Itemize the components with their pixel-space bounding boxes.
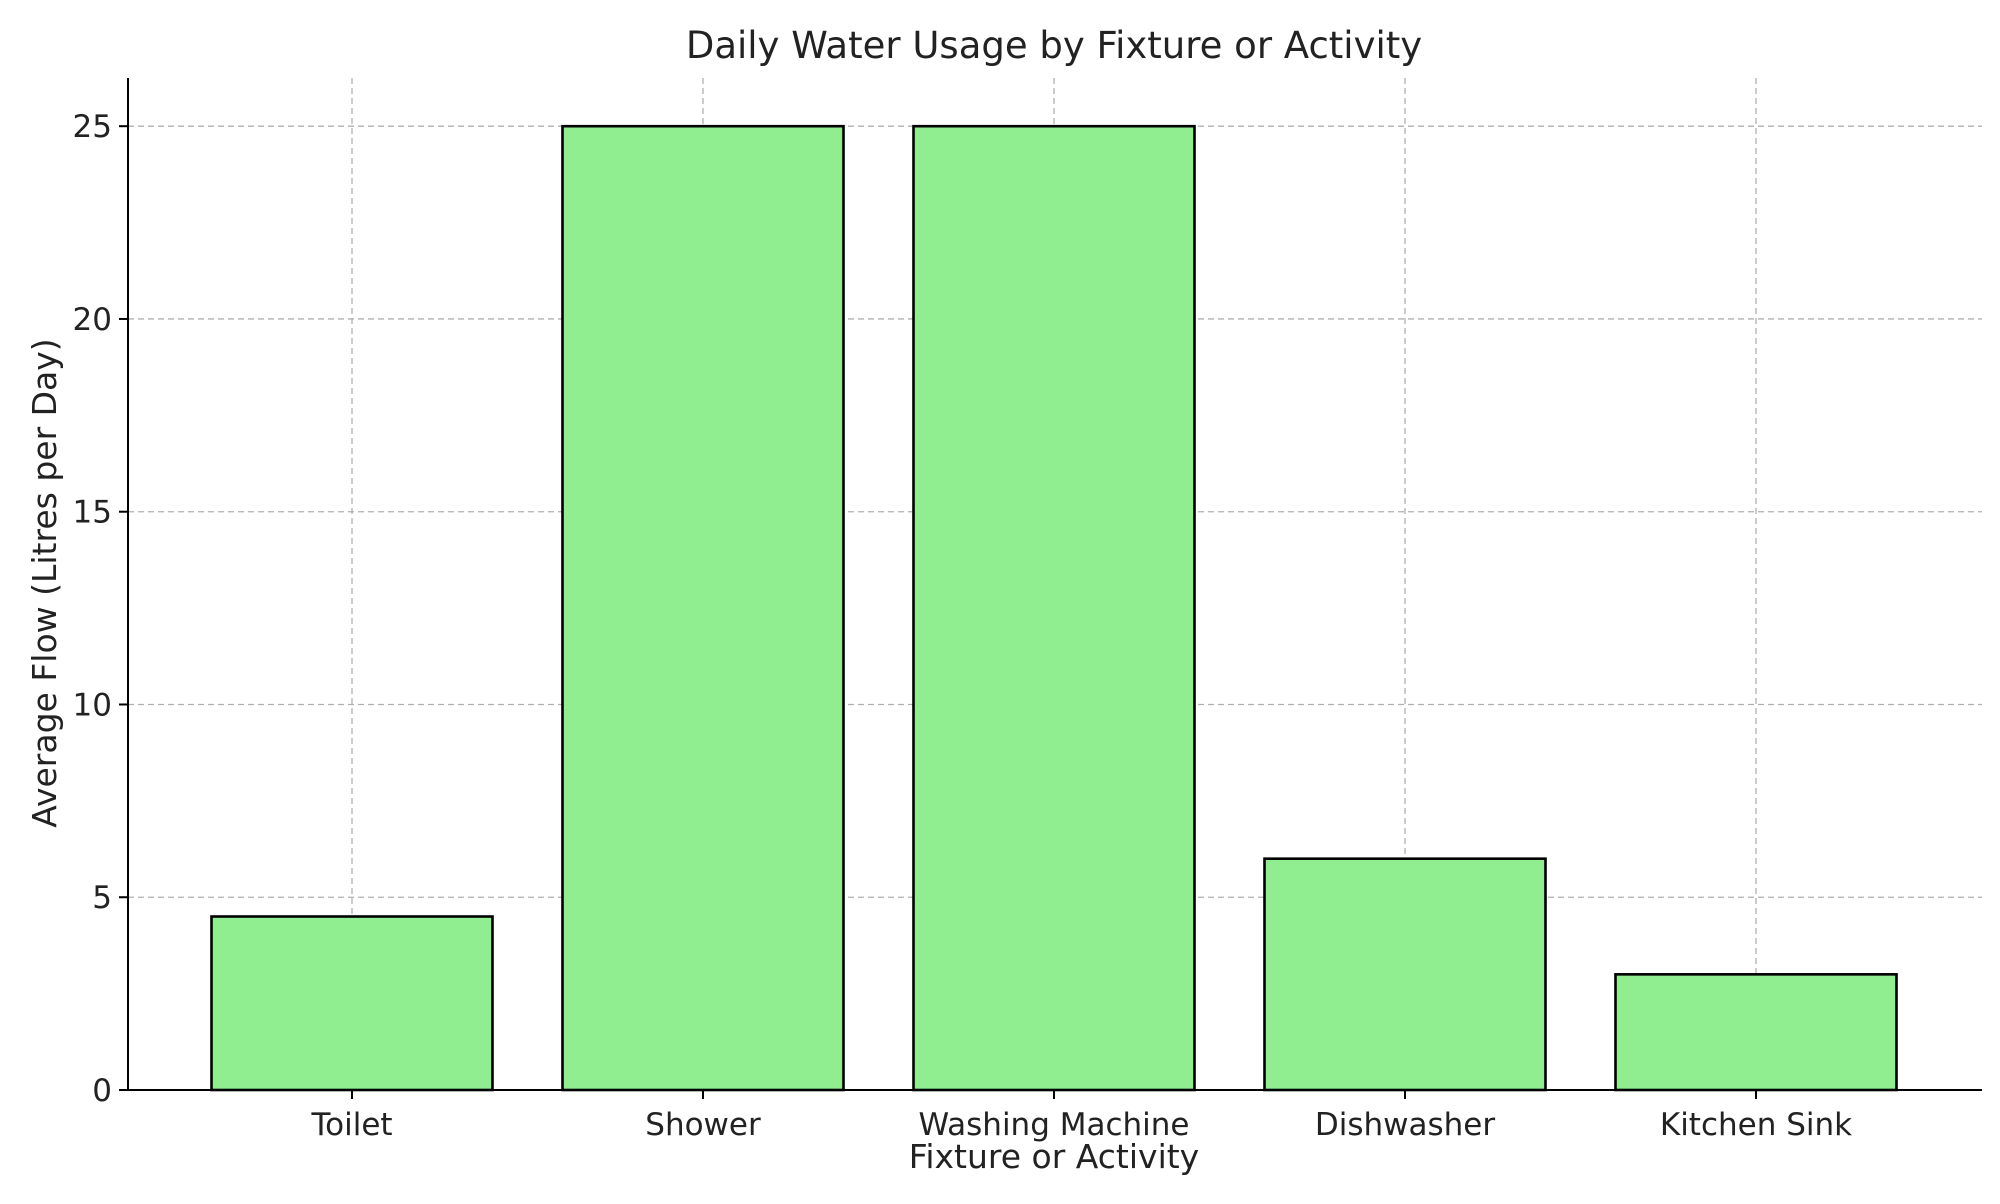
y-tick-label: 5 — [92, 880, 112, 916]
y-tick-label: 25 — [73, 109, 112, 145]
chart-title: Daily Water Usage by Fixture or Activity — [686, 24, 1422, 67]
x-tick-label: Washing Machine — [918, 1107, 1189, 1143]
bars — [210, 124, 1898, 1092]
x-tick-label: Shower — [645, 1107, 761, 1143]
ticks: 0 5 10 15 20 25 Toilet Shower Washing Machine Dis… — [73, 109, 1853, 1143]
y-tick-label: 20 — [73, 302, 112, 338]
x-tick-label: Dishwasher — [1315, 1107, 1496, 1143]
y-axis-label: Average Flow (Litres per Day) — [25, 338, 64, 827]
y-tick-label: 0 — [92, 1073, 112, 1109]
bar-dishwasher — [1263, 857, 1547, 1092]
y-tick-label: 15 — [73, 495, 112, 531]
bar-washing-machine — [912, 124, 1196, 1092]
x-axis-label: Fixture or Activity — [909, 1137, 1199, 1176]
bar-shower — [561, 124, 845, 1092]
x-tick-label: Kitchen Sink — [1660, 1107, 1852, 1143]
x-tick-label: Toilet — [310, 1107, 392, 1143]
bar-kitchen-sink — [1614, 973, 1898, 1092]
bar-toilet — [210, 915, 494, 1092]
y-tick-label: 10 — [73, 687, 112, 723]
